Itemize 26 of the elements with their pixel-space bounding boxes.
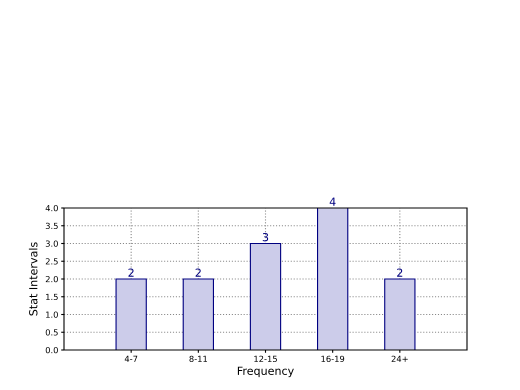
- data-label: 2: [397, 268, 402, 277]
- y-tick-label: 3.5: [46, 222, 58, 230]
- y-tick-label: 2.5: [46, 258, 58, 265]
- y-tick-label: 4.0: [46, 204, 58, 212]
- data-label: 4: [330, 198, 336, 206]
- y-tick-label: 1.5: [46, 294, 58, 300]
- bar: [384, 278, 416, 350]
- y-tick-label: 3.0: [46, 240, 58, 247]
- x-axis-title: Frequency: [238, 366, 294, 378]
- bar: [182, 278, 214, 350]
- y-tick-label: 0.0: [46, 346, 58, 354]
- bar: [116, 278, 147, 350]
- y-axis-title: Stat Intervals: [28, 242, 38, 316]
- bar: [317, 208, 348, 350]
- bar: [250, 242, 282, 350]
- y-tick-label: 1.0: [46, 311, 58, 318]
- data-label: 2: [128, 268, 134, 277]
- data-label: 2: [196, 268, 201, 277]
- y-tick-label: 0.5: [46, 329, 58, 336]
- x-tick-label: 12-15: [254, 356, 277, 362]
- y-tick-label: 2.0: [46, 276, 58, 282]
- data-label: 3: [262, 232, 268, 242]
- x-tick-label: 24+: [392, 356, 408, 362]
- x-tick-label: 4-7: [124, 356, 138, 362]
- x-tick-label: 8-11: [189, 356, 208, 362]
- x-tick-label: 16-19: [321, 356, 344, 362]
